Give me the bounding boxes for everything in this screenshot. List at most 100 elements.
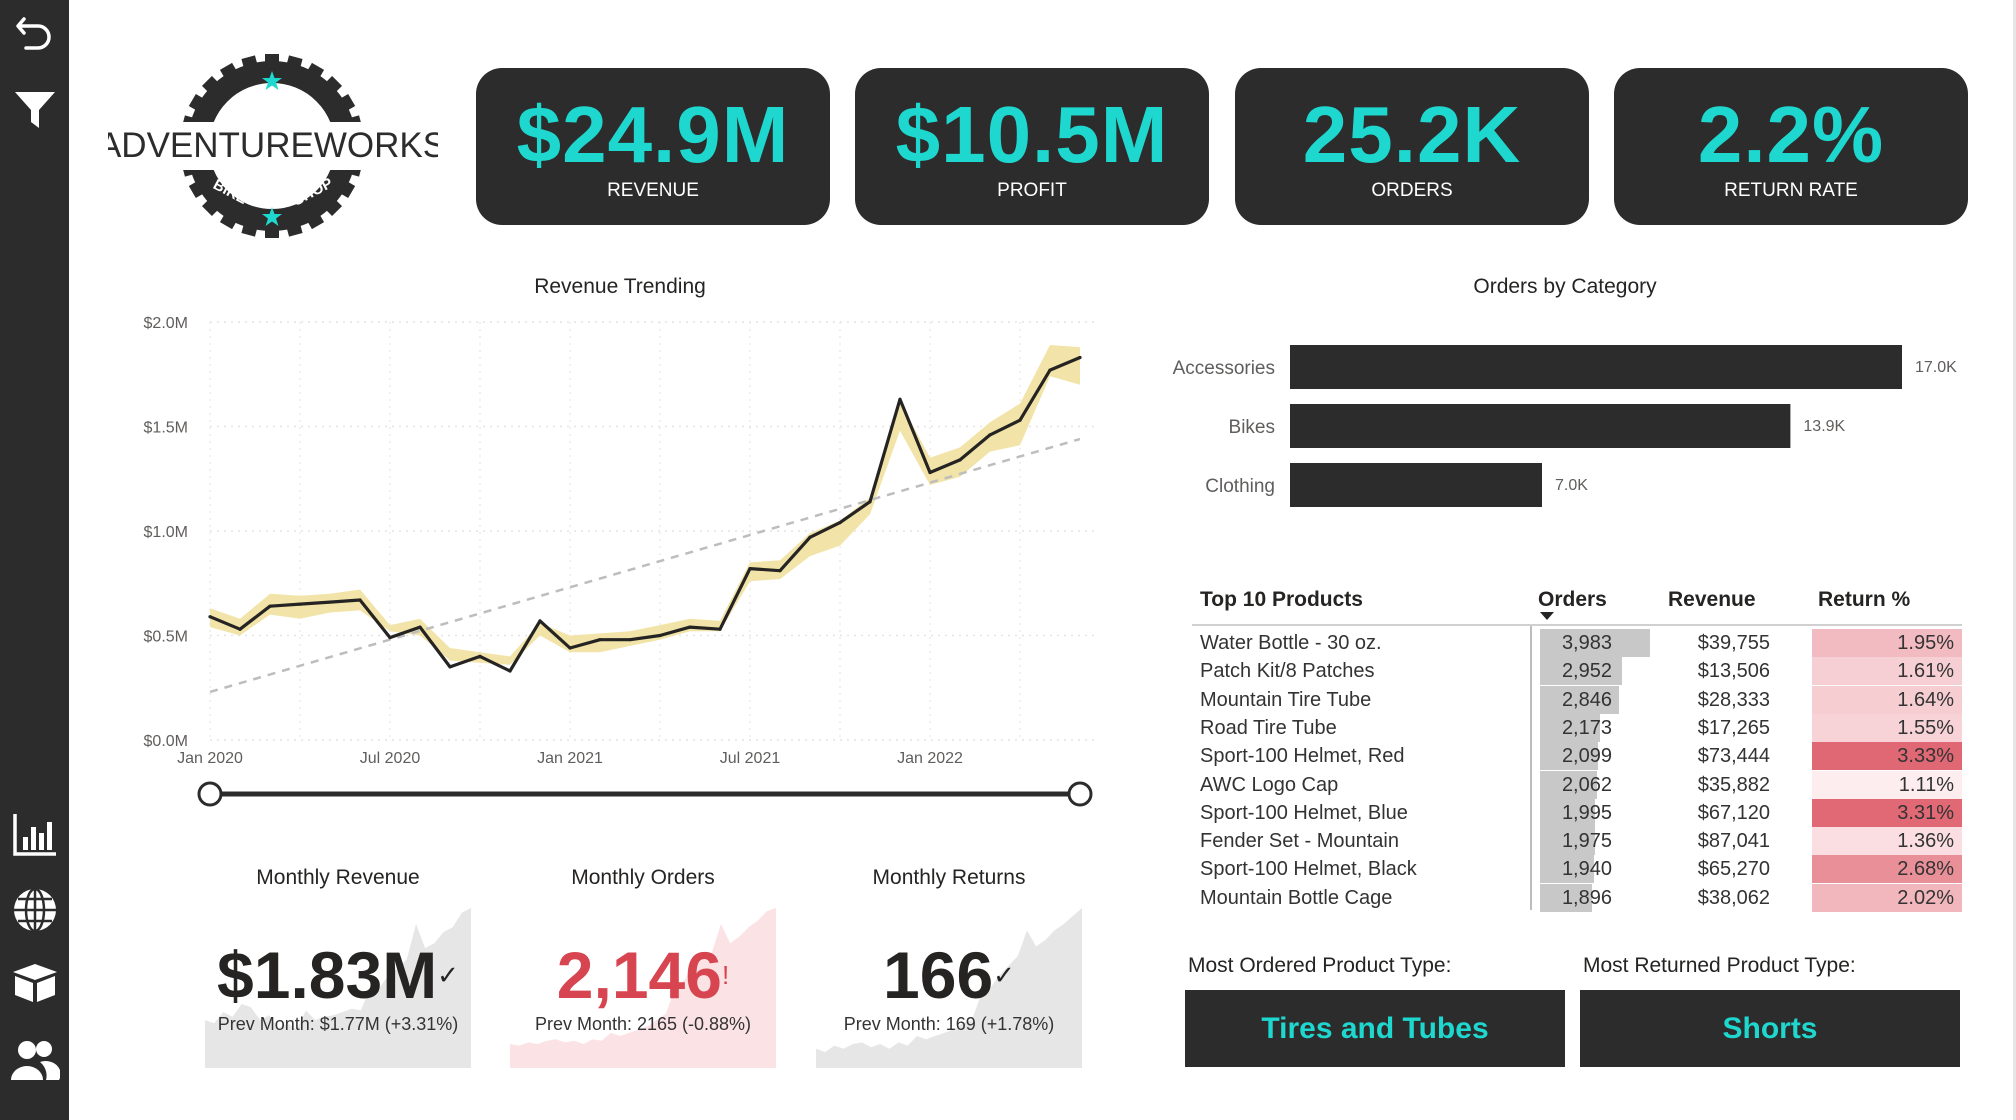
header-product[interactable]: Top 10 Products xyxy=(1200,588,1363,611)
product-revenue: $17,265 xyxy=(1697,716,1770,739)
y-tick-label: $2.0M xyxy=(144,315,188,332)
table-row[interactable]: Water Bottle - 30 oz. 3,983 $39,755 1.95% xyxy=(1192,629,1962,657)
orders-by-category-title: Orders by Category xyxy=(1473,275,1657,298)
y-tick-label: $0.5M xyxy=(144,629,188,646)
table-row[interactable]: Mountain Bottle Cage 1,896 $38,062 2.02% xyxy=(1192,883,1962,912)
table-divider xyxy=(1530,626,1532,910)
monthly-revenue-sparkline xyxy=(205,908,471,1068)
kpi-orders-card: 25.2K ORDERS xyxy=(1235,68,1589,225)
table-row[interactable]: Patch Kit/8 Patches 2,952 $13,506 1.61% xyxy=(1192,657,1962,686)
revenue-point xyxy=(388,635,392,640)
revenue-point xyxy=(568,646,572,650)
monthly-orders-spark-area xyxy=(510,908,776,1068)
monthly-returns-sparkline xyxy=(816,908,1082,1068)
date-slider-start-handle xyxy=(197,781,223,807)
table-row[interactable]: Sport-100 Helmet, Blue 1,995 $67,120 3.31% xyxy=(1192,798,1962,827)
x-tick-label: Jul 2021 xyxy=(720,750,781,767)
product-orders: 1,940 xyxy=(1561,858,1612,881)
y-tick-label: $1.5M xyxy=(144,420,188,437)
revenue-point xyxy=(718,627,722,631)
orders-databar xyxy=(1540,798,1596,827)
monthly-returns-check-icon: ✓ xyxy=(993,960,1015,990)
revenue-point xyxy=(418,625,422,629)
product-orders: 2,846 xyxy=(1561,688,1612,711)
revenue-point xyxy=(238,627,242,631)
sidebar-nav xyxy=(0,0,69,1120)
header-return-pct[interactable]: Return % xyxy=(1818,588,1911,611)
revenue-point xyxy=(478,654,482,658)
product-orders: 1,896 xyxy=(1561,886,1612,909)
product-orders: 2,062 xyxy=(1561,773,1612,796)
product-name: Road Tire Tube xyxy=(1200,716,1337,739)
x-tick-label: Jan 2021 xyxy=(537,750,603,767)
product-revenue: $73,444 xyxy=(1697,745,1770,768)
product-revenue: $65,270 xyxy=(1697,858,1770,881)
table-row[interactable]: Sport-100 Helmet, Red 2,099 $73,444 3.33% xyxy=(1192,742,1962,771)
monthly-revenue-title: Monthly Revenue xyxy=(256,866,420,889)
product-name: Mountain Tire Tube xyxy=(1200,688,1372,711)
product-orders: 2,173 xyxy=(1561,716,1612,739)
monthly-returns-spark-area xyxy=(816,908,1082,1068)
product-return-pct: 1.55% xyxy=(1812,713,1962,742)
header-revenue[interactable]: Revenue xyxy=(1668,588,1756,611)
users-icon[interactable] xyxy=(0,1030,69,1090)
revenue-point xyxy=(448,665,452,669)
revenue-trending-chart[interactable]: $2.0M $1.5M $1.0M $0.5M $0.0M Jan 2020 Jul 20… xyxy=(110,300,1120,820)
revenue-point xyxy=(268,604,272,608)
box-icon[interactable] xyxy=(0,952,69,1012)
revenue-point xyxy=(838,521,842,525)
category-bar xyxy=(1290,404,1791,448)
table-row[interactable]: Sport-100 Helmet, Black 1,940 $65,270 2.68% xyxy=(1192,855,1962,884)
table-header: Top 10 Products Orders Revenue Return % xyxy=(1192,580,1962,626)
back-icon[interactable] xyxy=(0,2,69,62)
forecast-band xyxy=(210,345,1080,665)
monthly-returns-value: 166✓ xyxy=(883,938,1015,1012)
table-row[interactable]: AWC Logo Cap 2,062 $35,882 1.11% xyxy=(1192,770,1962,799)
header-orders[interactable]: Orders xyxy=(1538,588,1607,611)
monthly-returns-prev: Prev Month: 169 (+1.78%) xyxy=(843,1014,1055,1034)
product-return-pct: 3.33% xyxy=(1812,742,1962,771)
category-bar xyxy=(1290,463,1542,507)
revenue-point xyxy=(748,567,752,571)
category-label: Accessories xyxy=(1173,358,1275,379)
kpi-orders-value: 25.2K xyxy=(1302,90,1522,179)
category-value-label: 7.0K xyxy=(1555,477,1588,494)
kpi-revenue-card: $24.9M REVENUE xyxy=(476,68,830,225)
most-returned-label: Most Returned Product Type: xyxy=(1583,954,1856,977)
kpi-profit-value: $10.5M xyxy=(895,90,1169,179)
revenue-point xyxy=(868,500,872,504)
revenue-point xyxy=(958,458,962,462)
category-value-label: 13.9K xyxy=(1803,418,1845,435)
product-name: Sport-100 Helmet, Blue xyxy=(1200,801,1408,824)
kpi-revenue-label: REVENUE xyxy=(607,180,699,201)
monthly-revenue-value: $1.83M✓ xyxy=(217,938,459,1012)
revenue-point xyxy=(208,615,212,619)
product-orders: 1,995 xyxy=(1561,801,1612,824)
kpi-revenue-value: $24.9M xyxy=(516,90,790,179)
revenue-point xyxy=(1048,368,1052,372)
revenue-point xyxy=(538,619,542,623)
filter-icon[interactable] xyxy=(0,80,69,140)
kpi-profit-card: $10.5M PROFIT xyxy=(855,68,1209,225)
most-ordered-value: Tires and Tubes xyxy=(1185,990,1565,1067)
product-return-pct: 3.31% xyxy=(1812,798,1962,827)
revenue-point xyxy=(778,569,782,573)
revenue-point xyxy=(1078,355,1082,360)
product-return-pct: 1.61% xyxy=(1812,657,1962,686)
monthly-orders-value: 2,146! xyxy=(556,938,730,1012)
table-row[interactable]: Road Tire Tube 2,173 $17,265 1.55% xyxy=(1192,713,1962,742)
product-return-pct: 1.11% xyxy=(1812,770,1962,799)
table-row[interactable]: Mountain Tire Tube 2,846 $28,333 1.64% xyxy=(1192,685,1962,714)
product-name: Water Bottle - 30 oz. xyxy=(1200,632,1382,654)
category-bar xyxy=(1290,345,1902,389)
revenue-point xyxy=(358,598,362,602)
table-row[interactable]: Fender Set - Mountain 1,975 $87,041 1.36% xyxy=(1192,827,1962,856)
product-return-pct: 1.64% xyxy=(1812,685,1962,714)
revenue-point xyxy=(1018,418,1022,422)
orders-databar xyxy=(1540,713,1600,742)
globe-icon[interactable] xyxy=(0,880,69,940)
most-returned-value: Shorts xyxy=(1580,990,1960,1067)
orders-by-category-chart[interactable]: Accessories 17.0K Bikes 13.9K Clothing 7.0K xyxy=(1160,330,1970,520)
y-tick-label: $0.0M xyxy=(144,733,188,750)
chart-icon[interactable] xyxy=(0,804,69,864)
